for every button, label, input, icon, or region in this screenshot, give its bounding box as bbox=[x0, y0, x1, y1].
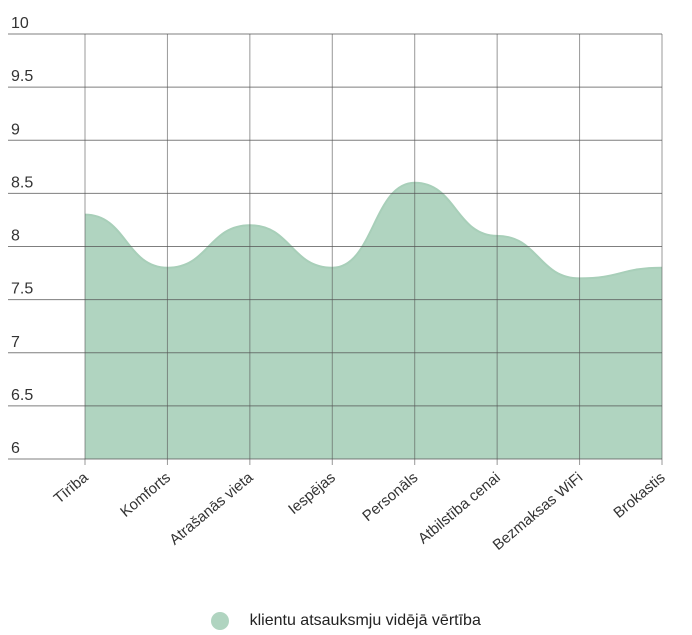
x-tick-label: Komforts bbox=[117, 469, 174, 521]
y-tick-label: 7.5 bbox=[11, 281, 33, 298]
y-tick-label: 6.5 bbox=[11, 387, 33, 404]
x-tick-label: Atbilstība cenai bbox=[415, 469, 504, 547]
legend-marker bbox=[211, 612, 230, 630]
y-tick-label: 6 bbox=[11, 440, 20, 457]
series-area bbox=[85, 182, 662, 459]
x-tick-label: Brokastis bbox=[610, 469, 668, 522]
legend: klientu atsauksmju vidējā vērtība bbox=[0, 612, 692, 630]
y-tick-label: 7 bbox=[11, 334, 20, 351]
x-tick-label: Personāls bbox=[359, 469, 421, 525]
x-tick-label: Tīrība bbox=[51, 469, 92, 508]
y-tick-label: 9.5 bbox=[11, 68, 33, 85]
y-tick-label: 8.5 bbox=[11, 174, 33, 191]
y-tick-label: 10 bbox=[11, 15, 29, 32]
x-tick-label: Iespējas bbox=[285, 469, 339, 518]
y-tick-label: 8 bbox=[11, 228, 20, 245]
y-tick-label: 9 bbox=[11, 121, 20, 138]
x-tick-label: Bezmaksas WiFi bbox=[490, 469, 586, 554]
area-chart: 6 6.5 7 7.5 8 8.5 9 9.5 10 Tīrība KomfortsAtrašanā… bbox=[8, 15, 669, 554]
legend-label: klientu atsauksmju vidējā vērtība bbox=[249, 612, 481, 629]
x-tick-label: Atrašanās vieta bbox=[166, 469, 257, 549]
series-line bbox=[84, 181, 663, 280]
